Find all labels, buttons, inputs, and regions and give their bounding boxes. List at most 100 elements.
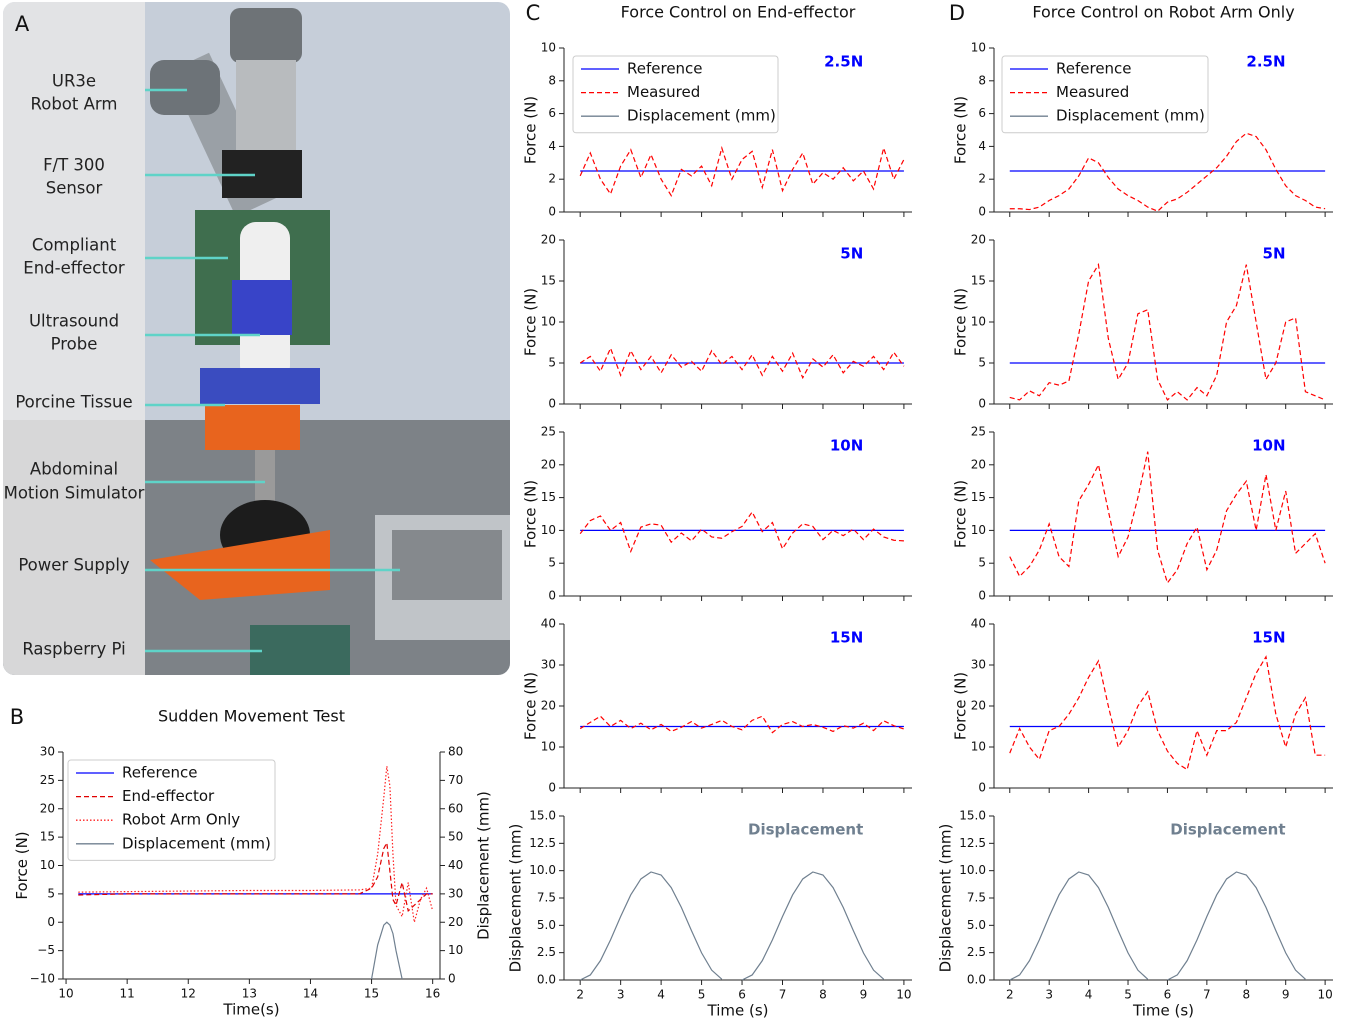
panel-letter: C: [526, 1, 541, 25]
y-axis-label: Force (N): [522, 480, 540, 548]
x-tick-label: 4: [1085, 988, 1093, 1002]
y-tick-label: 10: [541, 41, 556, 55]
y-tick-label: 30: [971, 658, 986, 672]
chart-title: Force Control on End-effector: [621, 3, 856, 22]
photo-label: Robot Arm: [31, 95, 118, 114]
photo-base: [150, 530, 330, 600]
legend-label: Displacement (mm): [122, 834, 271, 852]
annotation: 10N: [830, 437, 863, 455]
y2-axis-label: Displacement (mm): [475, 791, 493, 940]
y-tick-label: 8: [978, 73, 986, 87]
y-tick-label: 5.0: [967, 918, 986, 932]
legend-label: Robot Arm Only: [122, 811, 240, 829]
y-tick-label: 0: [47, 915, 55, 929]
y-tick-label: 10: [541, 523, 556, 537]
y2-tick-label: 30: [448, 886, 463, 900]
panel-letter: D: [949, 1, 965, 25]
y-tick-label: 25: [541, 425, 556, 439]
y2-tick-label: 70: [448, 773, 463, 787]
photo-label: Probe: [51, 335, 98, 354]
y2-tick-label: 20: [448, 915, 463, 929]
y-tick-label: 8: [548, 73, 556, 87]
y-tick-label: 6: [978, 106, 986, 120]
photo-heatsink: [392, 530, 502, 600]
annotation: 5N: [1263, 245, 1286, 263]
y-tick-label: 10: [541, 740, 556, 754]
x-axis-label: Time(s): [222, 1001, 279, 1019]
y-tick-label: 0: [548, 397, 556, 411]
annotation: 2.5N: [824, 53, 863, 71]
x-tick-label: 5: [1124, 988, 1132, 1002]
chart-title: Sudden Movement Test: [158, 707, 345, 726]
photo-raspberry-pi: [250, 625, 350, 675]
y-tick-label: 10: [971, 523, 986, 537]
photo-joint: [150, 60, 220, 115]
annotation: 5N: [840, 245, 863, 263]
photo-label: Compliant: [32, 236, 117, 255]
y-tick-label: 4: [548, 139, 556, 153]
y-tick-label: −10: [30, 972, 55, 986]
y-axis-label: Force (N): [952, 672, 970, 740]
y-tick-label: 20: [541, 699, 556, 713]
photo-label: Motion Simulator: [4, 484, 145, 503]
x-tick-label: 9: [860, 988, 868, 1002]
y-axis-label: Force (N): [522, 672, 540, 740]
y-tick-label: 15: [971, 274, 986, 288]
x-tick-label: 3: [617, 988, 625, 1002]
y-tick-label: 2: [548, 172, 556, 186]
photo-label: Sensor: [46, 179, 103, 198]
photo-label: UR3e: [52, 72, 96, 91]
y-tick-label: 25: [40, 773, 55, 787]
x-tick-label: 8: [1242, 988, 1250, 1002]
x-tick-label: 10: [1317, 988, 1332, 1002]
y-tick-label: 5: [978, 356, 986, 370]
y-tick-label: 10.0: [529, 863, 556, 877]
y-tick-label: 0: [978, 205, 986, 219]
x-tick-label: 5: [698, 988, 706, 1002]
x-tick-label: 4: [657, 988, 665, 1002]
data-line: [579, 510, 904, 554]
data-line: [1009, 262, 1326, 401]
y-tick-label: 20: [541, 457, 556, 471]
x-axis-label: Time (s): [1132, 1002, 1194, 1020]
legend-label: Displacement (mm): [627, 107, 776, 125]
y-tick-label: 25: [971, 425, 986, 439]
data-line: [1009, 655, 1326, 771]
x-tick-label: 11: [120, 987, 135, 1001]
photo-label: Abdominal: [30, 460, 118, 479]
y-tick-label: 5: [978, 556, 986, 570]
legend-label: Reference: [1056, 60, 1132, 78]
annotation: 10N: [1252, 437, 1285, 455]
x-tick-label: 8: [819, 988, 827, 1002]
y-tick-label: 0.0: [537, 973, 556, 987]
x-tick-label: 12: [181, 987, 196, 1001]
data-line: [1009, 871, 1306, 981]
data-line: [78, 840, 433, 913]
y-tick-label: 40: [971, 617, 986, 631]
y-axis-label: Force (N): [952, 288, 970, 356]
y2-tick-label: 80: [448, 745, 463, 759]
y-tick-label: 5.0: [537, 918, 556, 932]
y-tick-label: 12.5: [529, 836, 556, 850]
y-tick-label: 20: [971, 233, 986, 247]
y2-tick-label: 40: [448, 858, 463, 872]
data-line: [579, 346, 905, 380]
legend-box: [572, 55, 779, 134]
y-tick-label: 6: [548, 106, 556, 120]
y-axis-label: Displacement (mm): [507, 824, 525, 973]
y-tick-label: 15.0: [529, 809, 556, 823]
photo-arm-tube: [236, 60, 296, 152]
x-tick-label: 13: [242, 987, 257, 1001]
y-tick-label: 10: [971, 41, 986, 55]
y-tick-label: 10: [971, 740, 986, 754]
x-tick-label: 14: [303, 987, 318, 1001]
photo-joint-top: [230, 8, 302, 63]
data-line: [579, 871, 885, 981]
x-axis-label: Time (s): [707, 1002, 769, 1020]
photo-platform: [200, 368, 320, 404]
x-tick-label: 7: [779, 988, 787, 1002]
y-tick-label: 30: [541, 658, 556, 672]
x-tick-label: 10: [896, 988, 911, 1002]
data-line: [1009, 451, 1326, 585]
